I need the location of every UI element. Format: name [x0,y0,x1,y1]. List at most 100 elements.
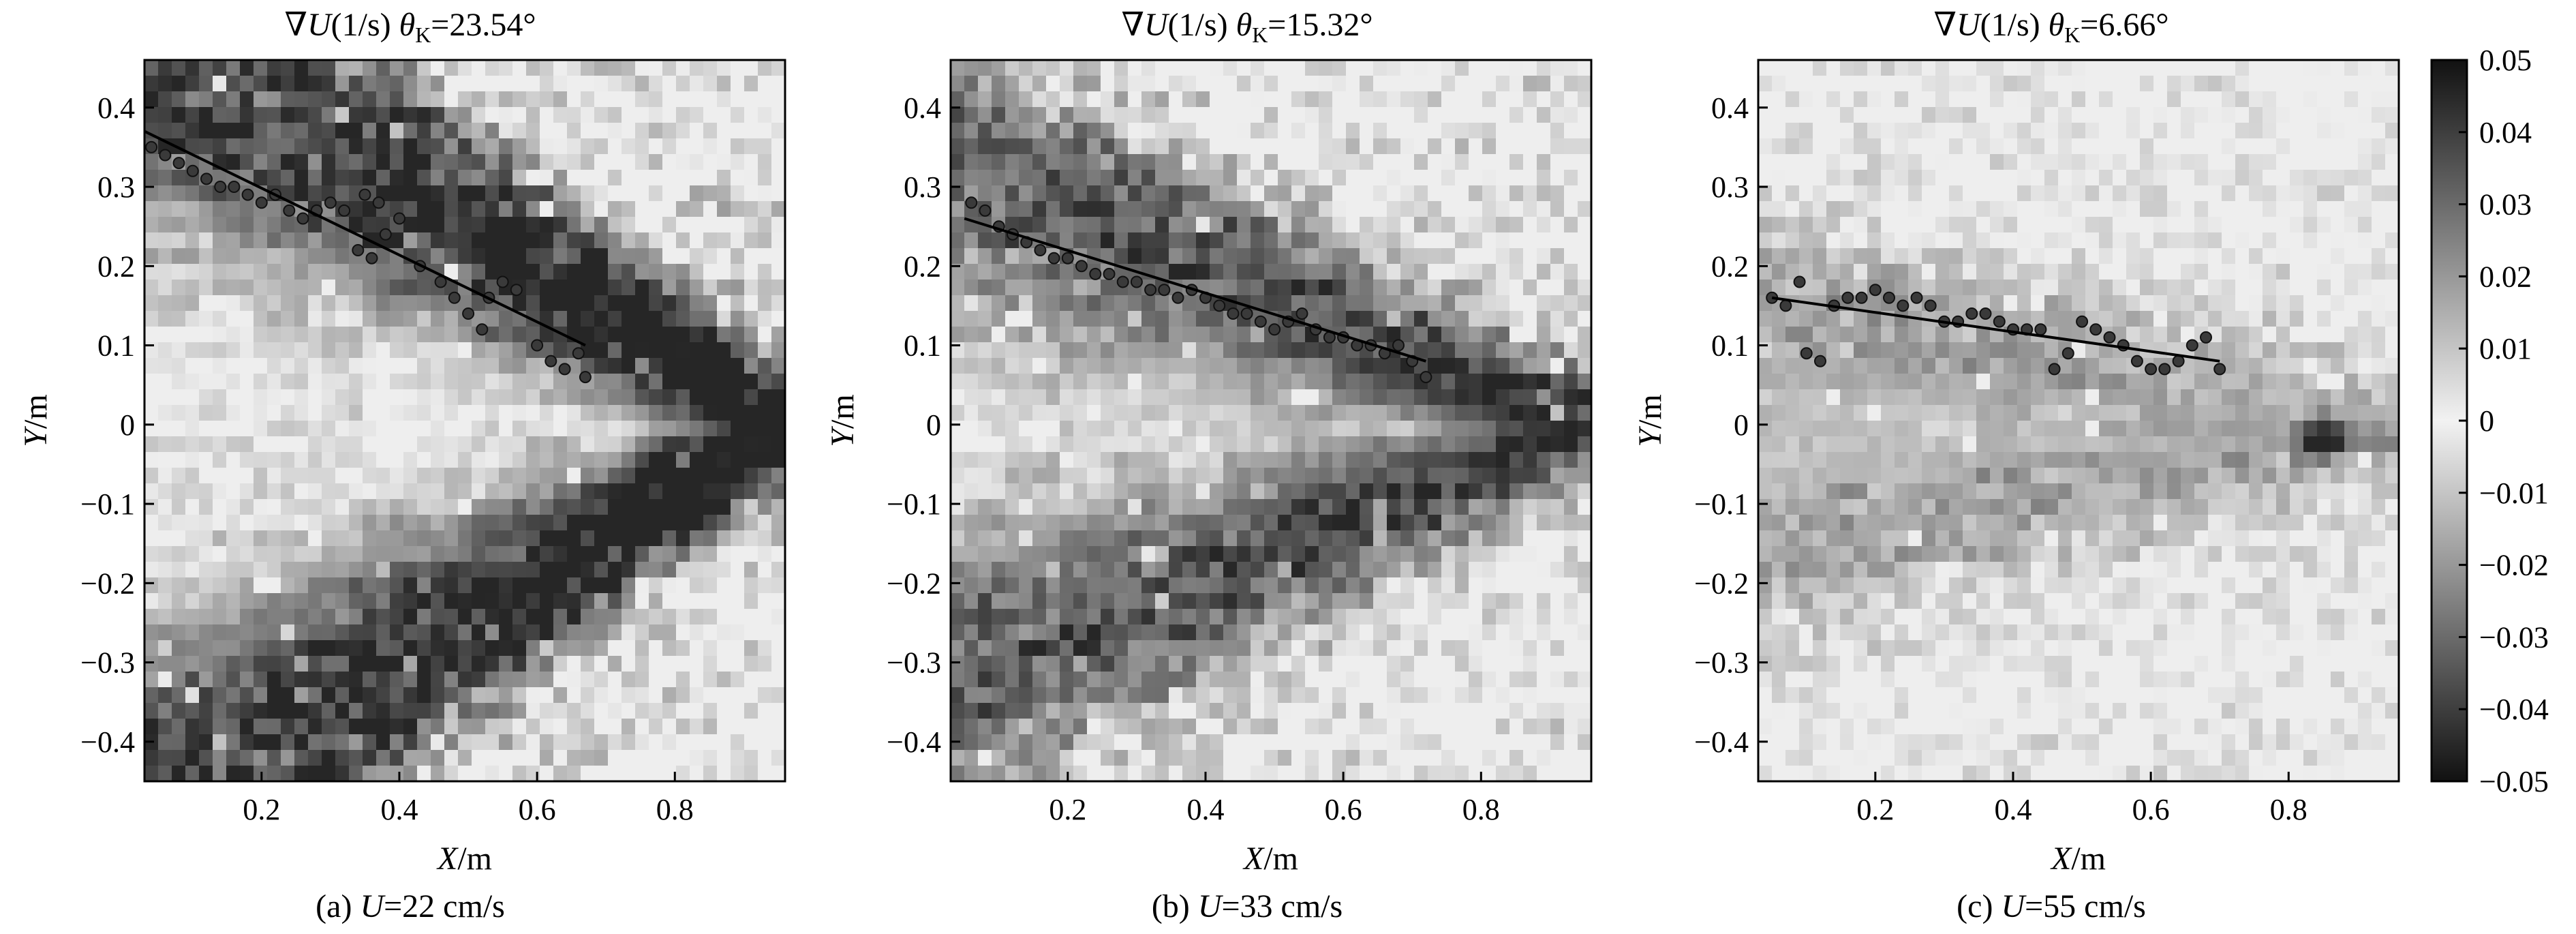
panel-b-field-cell [1210,703,1224,719]
panel-a-field-cell [499,60,513,76]
panel-b-field-cell [1237,264,1251,280]
panel-a-field-cell [199,123,213,139]
panel-b-field-cell [1428,60,1442,76]
panel-b-field-cell [1496,374,1510,390]
panel-a-field-cell [376,577,390,594]
panel-b-field-cell [1237,703,1251,719]
panel-b-field-cell [1373,593,1387,609]
panel-b-field-cell [1414,734,1428,751]
panel-a-field-cell [199,766,213,782]
panel-c-field-cell [1935,170,1950,186]
panel-b-field-cell [1332,342,1347,359]
panel-b-field-cell [1400,719,1415,735]
panel-b-field-cell [1523,562,1537,578]
panel-b-field-cell [1578,577,1592,594]
panel-a-field-cell [472,76,486,92]
panel-a-field-cell [553,138,568,155]
panel-a-field-cell [649,546,663,562]
panel-b-field-cell [1114,719,1129,735]
panel-b-field-cell [1251,405,1265,421]
panel-b-field-cell [1182,719,1197,735]
panel-a-field-cell [144,311,159,327]
panel-a-field-cell [608,750,622,766]
panel-b-field-cell [1441,76,1456,92]
panel-a-field-cell [526,593,540,609]
panel-b-field-cell [1237,154,1251,170]
panel-b-field-cell [1319,530,1333,547]
panel-b-field-cell [1346,232,1360,249]
panel-b-field-cell [1537,562,1551,578]
panel-b-field-cell [1196,562,1210,578]
panel-a-field-cell [390,264,404,280]
panel-a-field-cell [608,687,622,704]
panel-b-field-cell [1005,358,1019,374]
panel-a-field-cell [703,217,718,233]
panel-b-field-cell [1005,280,1019,296]
panel-a-field-cell [213,232,227,249]
panel-b-field-cell [1060,483,1074,500]
panel-a-field-cell [567,609,581,625]
panel-b-field-cell [1237,76,1251,92]
panel-b-field-cell [1046,562,1060,578]
panel-b-field-cell [1155,264,1169,280]
panel-b-field-cell [1509,280,1524,296]
panel-b-field-cell [1305,672,1319,688]
panel-a-field-cell [458,405,472,421]
panel-a-field-cell [417,468,431,484]
panel-c-field-cell [1922,91,1936,108]
panel-a-field-cell [758,530,772,547]
panel-b-field-cell [1182,295,1197,312]
panel-a-field-cell [526,295,540,312]
panel-a-field-cell [431,342,445,359]
panel-b-field-cell [1073,750,1088,766]
panel-a-field-cell [499,483,513,500]
panel-a-field-cell [662,342,677,359]
panel-a-field-cell [322,750,336,766]
panel-b-field-cell [1073,76,1088,92]
panel-b-field-cell [1278,766,1292,782]
panel-b-field-cell [1537,672,1551,688]
panel-a-field-cell [771,264,786,280]
panel-c-field-cell [1826,217,1841,233]
panel-c-field-cell [1758,201,1773,217]
panel-a-field-cell [172,452,186,468]
panel-a-field-cell [349,389,363,406]
panel-b-field-cell [1305,405,1319,421]
panel-a-field-cell [403,107,418,123]
panel-a-field-cell [213,530,227,547]
panel-b-field-cell [1101,358,1115,374]
panel-a-field-cell [226,609,241,625]
panel-b-field-cell [1469,264,1483,280]
panel-c-field-cell [2385,170,2399,186]
panel-c-field-cell [1881,201,1895,217]
panel-c-field-cell [2167,123,2181,139]
panel-c-field-cell [2140,60,2154,76]
panel-a-field-cell [376,389,390,406]
panel-a-field-cell [771,562,786,578]
panel-a-field-cell [335,91,350,108]
panel-b-field-cell [1291,452,1306,468]
panel-b-field-cell [1469,468,1483,484]
panel-b-field-cell [964,405,979,421]
panel-a-field-cell [540,719,554,735]
panel-b-field-cell [1251,264,1265,280]
panel-a-field-cell [458,170,472,186]
panel-a-field-cell [635,217,649,233]
panel-a-field-cell [622,295,636,312]
panel-b-field-cell [1101,468,1115,484]
panel-c-field-cell [2031,60,2045,76]
panel-a-field-cell [349,295,363,312]
panel-a-field-cell [403,546,418,562]
panel-b-field-cell [1469,562,1483,578]
panel-a-field-cell [526,530,540,547]
panel-a-field-cell [581,154,595,170]
panel-b-field-cell [1455,640,1469,657]
panel-b-field-cell [1441,248,1456,265]
panel-a-field-cell [335,374,350,390]
panel-b-field-cell [1032,138,1047,155]
panel-a-field-cell [567,719,581,735]
panel-b-field-cell [1291,405,1306,421]
panel-b-field-cell [1141,766,1156,782]
panel-c-field-cell [2044,60,2059,76]
panel-c-field-cell [1895,170,1909,186]
